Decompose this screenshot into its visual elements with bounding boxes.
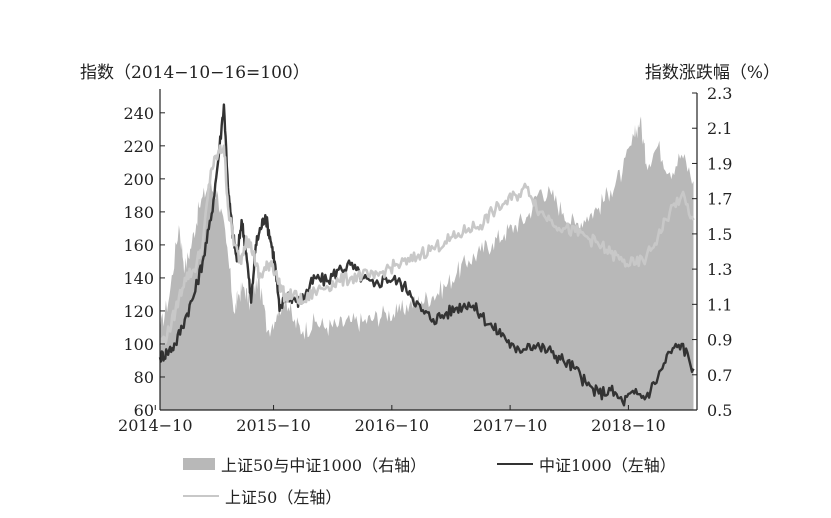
- right-tick-label: 1.9: [707, 154, 732, 173]
- axes: 60 80 100 120 140 160 180 200 220 240 0.5 0.7 0.9 1.1…: [118, 84, 732, 435]
- left-tick-label: 240: [123, 104, 154, 123]
- x-tick-label: 2018−10: [591, 416, 665, 435]
- right-axis-title: 指数涨跌幅（%）: [645, 63, 780, 83]
- line-series-path: [158, 103, 695, 407]
- right-tick-label: 0.7: [707, 366, 732, 385]
- left-tick-label: 100: [123, 335, 154, 354]
- left-tick-label: 120: [123, 302, 154, 321]
- right-tick-label: 1.7: [707, 190, 732, 209]
- right-tick-label: 0.5: [707, 401, 732, 420]
- legend-label-dark-line: 中证1000（左轴）: [539, 456, 676, 475]
- legend-swatch-area: [183, 458, 215, 470]
- legend-label-light-line: 上证50（左轴）: [225, 488, 342, 507]
- line-series-path: [159, 144, 695, 347]
- legend-item-area: 上证50与中证1000（右轴）: [183, 452, 426, 476]
- area-series: [160, 116, 694, 410]
- x-tick-label: 2015−10: [236, 416, 310, 435]
- left-tick-label: 160: [123, 236, 154, 255]
- line-series: [158, 103, 695, 407]
- right-tick-label: 2.3: [707, 84, 732, 103]
- x-tick-label: 2017−10: [473, 416, 547, 435]
- right-tick-label: 1.1: [707, 295, 732, 314]
- right-tick-label: 1.5: [707, 225, 732, 244]
- left-tick-label: 80: [134, 368, 154, 387]
- legend-item-light-line: 上证50（左轴）: [183, 484, 341, 508]
- left-axis-title: 指数（2014−10−16=100）: [80, 63, 310, 83]
- legend-swatch-light-line: [183, 495, 219, 497]
- left-tick-label: 180: [123, 203, 154, 222]
- right-tick-label: 1.3: [707, 260, 732, 279]
- left-tick-label: 60: [134, 401, 154, 420]
- left-tick-label: 220: [123, 137, 154, 156]
- x-tick-label: 2016−10: [355, 416, 429, 435]
- left-tick-label: 140: [123, 269, 154, 288]
- left-tick-label: 200: [123, 170, 154, 189]
- legend-swatch-dark-line: [497, 463, 533, 465]
- right-tick-label: 0.9: [707, 331, 732, 350]
- area-series-path: [160, 116, 694, 410]
- legend-item-dark-line: 中证1000（左轴）: [497, 452, 676, 476]
- legend-label-area: 上证50与中证1000（右轴）: [221, 456, 427, 475]
- x-tick-label: 2014−10: [118, 416, 192, 435]
- right-tick-label: 2.1: [707, 119, 732, 138]
